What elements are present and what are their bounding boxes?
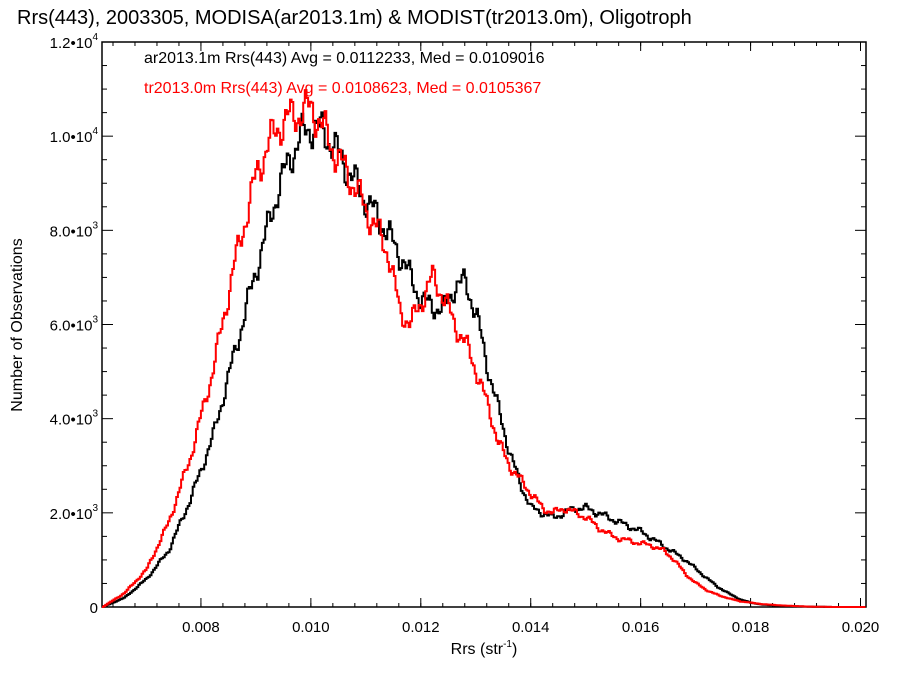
series-line — [102, 89, 866, 608]
y-tick-label: 2.0•103 — [50, 503, 99, 523]
x-axis-label-exponent: -1 — [503, 639, 512, 650]
x-axis-label-close: ) — [512, 641, 517, 658]
y-axis: 0 2.0•103 4.0•103 6.0•103 8.0•103 1.0•104 1.2•… — [50, 32, 866, 617]
y-tick-label: 6.0•103 — [50, 315, 99, 335]
x-tick-label: 0.010 — [292, 619, 330, 636]
legend-entry: ar2013.1m Rrs(443) Avg = 0.0112233, Med … — [144, 50, 545, 67]
y-tick-label: 4.0•103 — [50, 409, 99, 429]
y-axis-label: Number of Observations — [9, 238, 26, 411]
plot-frame — [101, 41, 867, 608]
x-axis: 0.008 0.010 0.012 0.014 0.016 0.018 0.020 — [112, 42, 880, 636]
x-tick-label: 0.020 — [842, 619, 880, 636]
series-line — [102, 111, 866, 608]
x-axis-label-text: Rrs (str — [451, 641, 504, 658]
y-tick-label: 1.2•104 — [50, 32, 99, 52]
y-tick-label: 8.0•103 — [50, 220, 99, 240]
x-tick-label: 0.014 — [512, 619, 550, 636]
series-layer — [102, 89, 866, 608]
x-tick-label: 0.016 — [622, 619, 660, 636]
x-tick-label: 0.018 — [732, 619, 770, 636]
x-tick-label: 0.012 — [402, 619, 440, 636]
y-tick-label: 0 — [90, 600, 98, 617]
x-axis-label: Rrs (str-1) — [451, 639, 518, 658]
y-tick-label: 1.0•104 — [50, 126, 99, 146]
legend-entry: tr2013.0m Rrs(443) Avg = 0.0108623, Med … — [144, 80, 541, 97]
chart-title: Rrs(443), 2003305, MODISA(ar2013.1m) & M… — [17, 7, 692, 29]
legend: ar2013.1m Rrs(443) Avg = 0.0112233, Med … — [144, 50, 545, 97]
x-tick-label: 0.008 — [182, 619, 220, 636]
